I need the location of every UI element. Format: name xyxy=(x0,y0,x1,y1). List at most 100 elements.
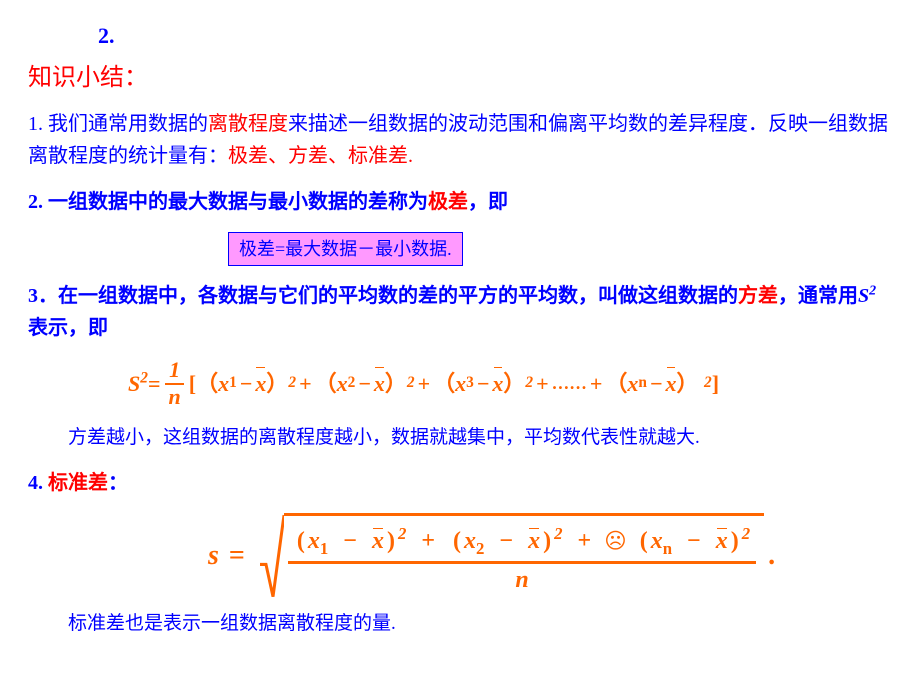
sxb1: x xyxy=(372,527,384,556)
ssq1: 2 xyxy=(398,524,406,543)
section-title: 知识小结： xyxy=(28,59,892,97)
mn: − xyxy=(650,366,663,401)
lp2: （ xyxy=(315,366,337,401)
rp3: ） xyxy=(503,366,525,401)
fraction-1-n: 1 n xyxy=(165,358,185,408)
p3: + xyxy=(536,366,549,401)
sx1: x xyxy=(308,528,320,554)
sm2: − xyxy=(499,528,513,554)
rpn: ） xyxy=(677,366,699,401)
lhs-s: S xyxy=(128,371,140,396)
sub2: 2 xyxy=(348,371,356,396)
p3-text-a: 3．在一组数据中，各数据与它们的平均数的差的平方的平均数，叫做这组数据的 xyxy=(28,285,738,307)
paragraph-1: 1. 我们通常用数据的离散程度来描述一组数据的波动范围和偏离平均数的差异程度．反… xyxy=(28,108,892,172)
slp2: ( xyxy=(453,528,461,554)
sq3: 2 xyxy=(525,371,533,396)
sd-numerator: (x1 − x)2 + (x2 − x)2 + ☹ (xn − x)2 xyxy=(288,522,756,564)
bracket-open: [ xyxy=(189,366,196,401)
subn: n xyxy=(638,371,647,396)
p3-keyword: 方差 xyxy=(738,285,778,307)
sub1: 1 xyxy=(229,371,237,396)
stddev-note: 标准差也是表示一组数据离散程度的量. xyxy=(68,609,892,639)
ssq2: 2 xyxy=(554,524,562,543)
xbar2: x xyxy=(374,366,385,401)
slide-number: 2. xyxy=(98,18,892,53)
xn: x xyxy=(627,366,638,401)
ssqn: 2 xyxy=(742,524,750,543)
ellipsis-icon: ☹ xyxy=(604,529,627,553)
p2: + xyxy=(418,366,431,401)
x3: x xyxy=(455,366,466,401)
s2-sup: 2 xyxy=(869,284,876,299)
sp2: + xyxy=(578,528,592,554)
p4-num: 4. xyxy=(28,472,48,494)
lp1: （ xyxy=(196,366,218,401)
sd-lhs: s = xyxy=(208,534,248,579)
sx2: x xyxy=(464,528,476,554)
sq2: 2 xyxy=(407,371,415,396)
sqrt-wrap: (x1 − x)2 + (x2 − x)2 + ☹ (xn − x)2 n xyxy=(258,513,764,599)
xbar3: x xyxy=(492,366,503,401)
sqrt-sign-icon xyxy=(258,513,284,599)
variance-note: 方差越小，这组数据的离散程度越小，数据就越集中，平均数代表性就越大. xyxy=(68,423,892,453)
p4: + xyxy=(590,366,603,401)
xbar1: x xyxy=(255,366,266,401)
sqn: 2 xyxy=(704,371,712,396)
paragraph-4: 4. 标准差： xyxy=(28,467,892,499)
srp1: ) xyxy=(387,528,395,554)
sqrt-body: (x1 − x)2 + (x2 − x)2 + ☹ (xn − x)2 n xyxy=(284,513,764,599)
rp1: ） xyxy=(266,366,288,401)
ssubn: n xyxy=(663,539,672,558)
sxbn: x xyxy=(716,527,728,556)
slp1: ( xyxy=(297,528,305,554)
sd-denominator: n xyxy=(509,564,534,597)
sq1: 2 xyxy=(288,371,296,396)
sd-eq: = xyxy=(222,540,245,571)
s2-s: S xyxy=(858,285,869,307)
slpn: ( xyxy=(640,528,648,554)
lp3: （ xyxy=(433,366,455,401)
p2-text-c: ，即 xyxy=(468,191,508,213)
xbarn: x xyxy=(666,366,677,401)
sd-fraction: (x1 − x)2 + (x2 − x)2 + ☹ (xn − x)2 n xyxy=(288,522,756,597)
sd-s: s xyxy=(208,540,219,571)
srpn: ) xyxy=(731,528,739,554)
lpn: （ xyxy=(605,366,627,401)
frac-den: n xyxy=(165,385,185,409)
srp2: ) xyxy=(543,528,551,554)
p2-text-a: 2. 一组数据中的最大数据与最小数据的差称为 xyxy=(28,191,428,213)
ssub2: 2 xyxy=(476,539,484,558)
p2-keyword: 极差 xyxy=(428,191,468,213)
x1: x xyxy=(218,366,229,401)
paragraph-2: 2. 一组数据中的最大数据与最小数据的差称为极差，即 xyxy=(28,186,892,218)
smn: − xyxy=(687,528,701,554)
dots: …… xyxy=(552,369,587,397)
m2: − xyxy=(358,366,371,401)
s2-symbol: S2 xyxy=(858,285,876,307)
p3-text-c: ，通常用 xyxy=(778,285,858,307)
p1-text-a: 1. 我们通常用数据的 xyxy=(28,113,208,135)
p4-keyword: 标准差 xyxy=(48,472,108,494)
sxb2: x xyxy=(528,527,540,556)
paragraph-3: 3．在一组数据中，各数据与它们的平均数的差的平方的平均数，叫做这组数据的方差，通… xyxy=(28,280,892,344)
lhs-s2: S2= xyxy=(128,366,161,401)
sp1: + xyxy=(421,528,435,554)
p1-keyword-2: 极差、方差、标准差. xyxy=(228,145,413,167)
lhs-sup: 2 xyxy=(140,370,148,387)
variance-formula: S2= 1 n [ （x1−x）2 + （x2−x）2 + （x3−x）2 + … xyxy=(128,358,892,408)
sm1: − xyxy=(343,528,357,554)
m3: − xyxy=(477,366,490,401)
m1: − xyxy=(240,366,253,401)
sd-period: . xyxy=(768,534,775,579)
x2: x xyxy=(337,366,348,401)
ssub1: 1 xyxy=(320,539,328,558)
p1: + xyxy=(299,366,312,401)
p1-keyword-1: 离散程度 xyxy=(208,113,288,135)
range-formula-box: 极差=最大数据－最小数据. xyxy=(228,232,463,267)
p3-text-d: 表示，即 xyxy=(28,317,108,339)
sxn: x xyxy=(651,528,663,554)
bracket-close: ] xyxy=(712,366,719,401)
stddev-formula: s = (x1 − x)2 + (x2 − x)2 + ☹ (xn − x)2 … xyxy=(208,513,892,599)
frac-num: 1 xyxy=(165,358,184,384)
sub3: 3 xyxy=(466,371,474,396)
